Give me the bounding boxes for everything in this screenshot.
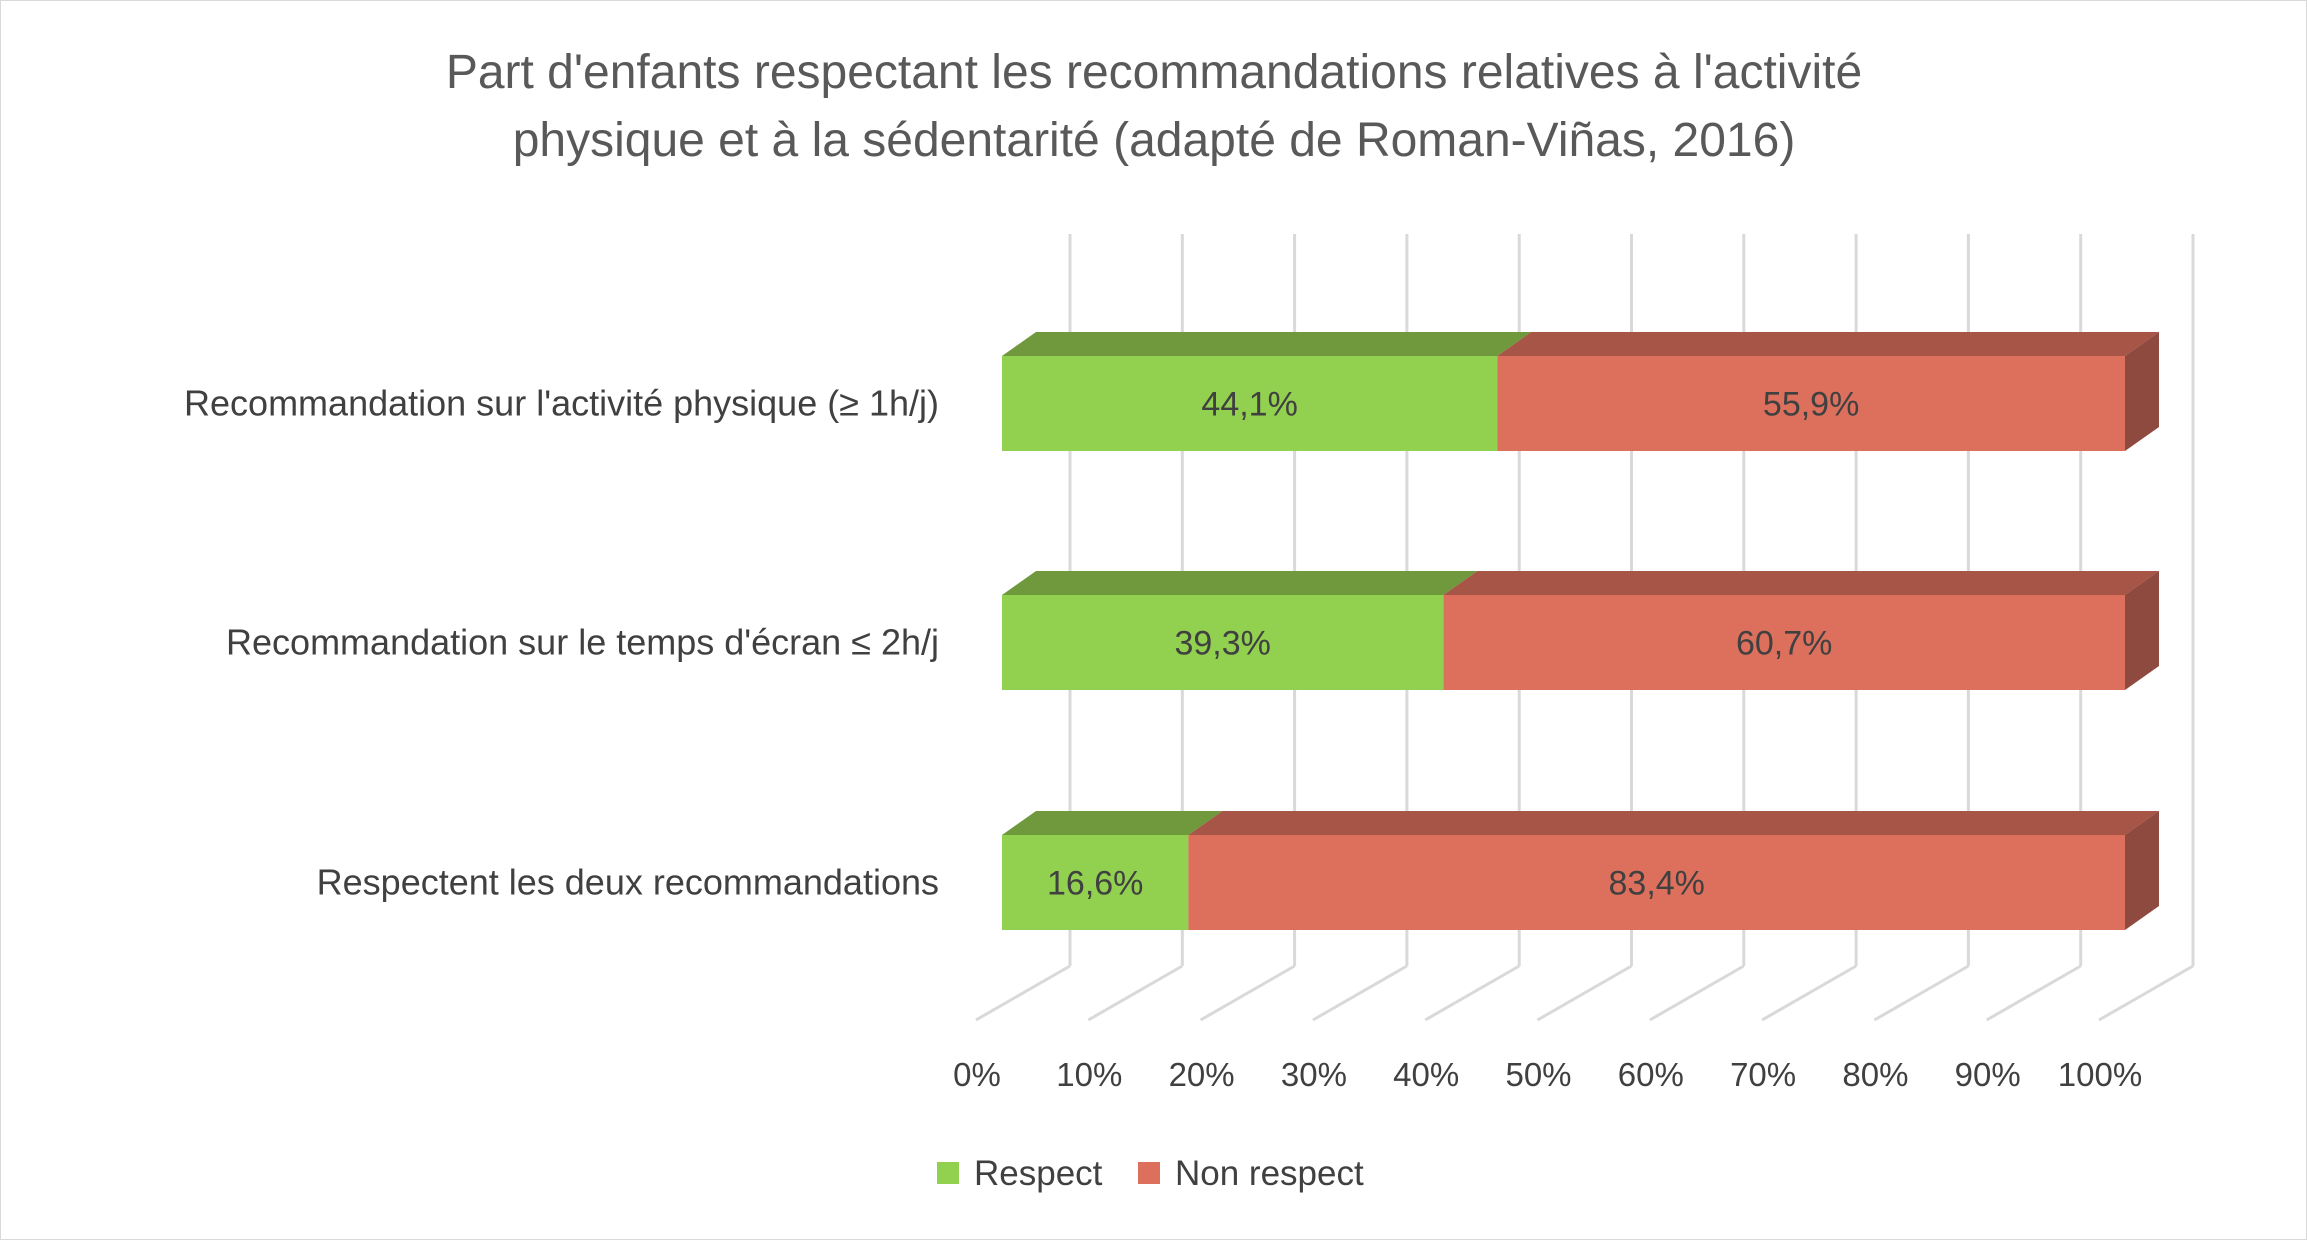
bar-non-respect: 55,9% <box>1497 332 2159 451</box>
legend-label: Non respect <box>1175 1154 1364 1193</box>
tick-label: 80% <box>1842 1056 1908 1093</box>
bar-top-face <box>1443 571 2159 595</box>
chart-title-line-2: physique et à la sédentarité (adapté de … <box>513 114 1796 167</box>
tick-label: 90% <box>1955 1056 2021 1093</box>
bar-respect: 39,3% <box>1002 571 1478 690</box>
plot-area: 44,1% 55,9% 39,3% 60,7% 16,6% 83,4% <box>1002 332 2159 930</box>
tick-label: 40% <box>1393 1056 1459 1093</box>
data-label: 16,6% <box>1047 865 1143 903</box>
legend-item: Respect <box>937 1154 1103 1193</box>
bar-front-face <box>1002 595 1444 690</box>
tick-label: 0% <box>953 1056 1001 1093</box>
data-label: 39,3% <box>1174 625 1270 663</box>
bar-top-face <box>1497 332 2159 356</box>
floor-gridline <box>1873 964 1970 1022</box>
value-axis: 0% 10% 20% 30% 40% 50% 60% 70% 80% 90% 100% <box>953 1056 2142 1093</box>
tick-label: 50% <box>1505 1056 1571 1093</box>
legend-swatch <box>1138 1162 1160 1184</box>
legend-item: Non respect <box>1138 1154 1364 1193</box>
bar-non-respect: 60,7% <box>1443 571 2159 690</box>
floor-gridline <box>1649 964 1745 1022</box>
floor-gridline <box>975 964 1071 1022</box>
bar-front-face <box>1188 835 2125 930</box>
category-label: Recommandation sur l'activité physique (… <box>184 383 939 424</box>
tick-label: 60% <box>1618 1056 1684 1093</box>
data-label: 44,1% <box>1201 386 1297 424</box>
floor-gridline <box>2098 964 2194 1022</box>
tick-label: 20% <box>1169 1056 1235 1093</box>
floor-gridline <box>1199 964 1296 1022</box>
bar-side-face <box>2125 811 2159 930</box>
floor-gridline <box>1985 964 2082 1022</box>
data-label: 60,7% <box>1736 625 1832 663</box>
bar-top-face <box>1002 332 1532 356</box>
data-label: 55,9% <box>1763 386 1859 424</box>
floor-gridline <box>1536 964 1633 1022</box>
legend-label: Respect <box>974 1154 1103 1193</box>
bar-respect: 44,1% <box>1002 332 1532 451</box>
bar-side-face <box>2125 571 2159 690</box>
legend: Respect Non respect <box>937 1154 1364 1193</box>
bar-front-face <box>1002 356 1498 451</box>
bar-top-face <box>1188 811 2159 835</box>
bar-front-face <box>1497 356 2125 451</box>
tick-label: 10% <box>1056 1056 1122 1093</box>
bar-top-face <box>1002 571 1478 595</box>
tick-label: 30% <box>1281 1056 1347 1093</box>
floor-gridline <box>1424 964 1520 1022</box>
category-axis: Recommandation sur l'activité physique (… <box>184 383 939 903</box>
floor-gridline <box>1312 964 1408 1022</box>
bar-non-respect: 83,4% <box>1188 811 2159 930</box>
floor-gridline <box>1087 964 1184 1022</box>
bar-side-face <box>2125 332 2159 451</box>
tick-label: 70% <box>1730 1056 1796 1093</box>
category-label: Respectent les deux recommandations <box>317 862 939 903</box>
bar-respect: 16,6% <box>1002 811 1223 930</box>
bar-front-face <box>1002 835 1189 930</box>
bar-front-face <box>1443 595 2125 690</box>
tick-label: 100% <box>2058 1056 2142 1093</box>
floor-gridline <box>1761 964 1857 1022</box>
legend-swatch <box>937 1162 959 1184</box>
chart-title-line-1: Part d'enfants respectant les recommanda… <box>446 46 1862 99</box>
category-label: Recommandation sur le temps d'écran ≤ 2h… <box>226 622 939 663</box>
bar-top-face <box>1002 811 1223 835</box>
data-label: 83,4% <box>1609 865 1705 903</box>
